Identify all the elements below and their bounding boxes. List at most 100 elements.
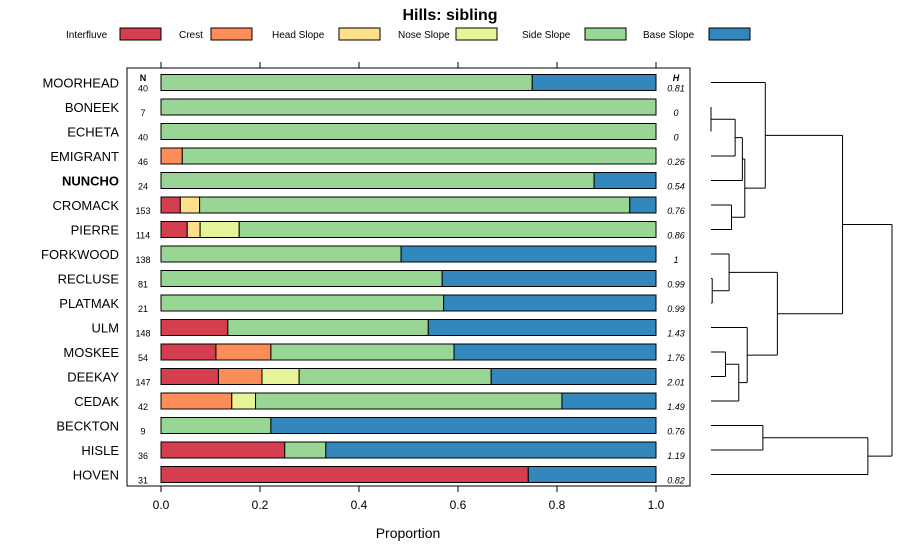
bar-segment-side-slope: [160, 172, 595, 189]
n-value: 40: [138, 133, 148, 143]
h-value: 0.54: [667, 182, 685, 192]
bar-segment-head-slope: [179, 196, 201, 214]
bar-segment-side-slope: [160, 74, 533, 91]
legend-swatch-interfluve: [119, 27, 162, 41]
row-label-moskee: MOSKEE: [63, 345, 119, 360]
bar-segment-crest: [160, 392, 233, 410]
dendrogram: [710, 82, 893, 475]
row-label-cromack: CROMACK: [53, 198, 120, 213]
row-label-forkwood: FORKWOOD: [41, 247, 119, 262]
plot-frame: [126, 67, 691, 487]
bar-segment-side-slope: [284, 441, 327, 459]
legend-label-head-slope: Head Slope: [272, 30, 325, 41]
h-value: 1.19: [667, 451, 685, 461]
row-label-boneek: BONEEK: [65, 100, 120, 115]
row-label-recluse: RECLUSE: [58, 272, 120, 287]
h-value: 0: [673, 108, 678, 118]
h-value: 1.76: [667, 353, 685, 363]
x-tick-label: 0.6: [450, 498, 467, 512]
bar-segment-side-slope: [160, 417, 272, 434]
bar-segment-side-slope: [160, 123, 657, 140]
row-label-beckton: BECKTON: [56, 419, 119, 434]
bar-segment-base-slope: [593, 172, 657, 189]
row-label-platmak: PLATMAK: [59, 296, 119, 311]
plot-area: N H: [126, 67, 691, 487]
x-axis-label: Proportion: [376, 525, 441, 541]
bar-segment-head-slope: [186, 221, 201, 238]
bar-segment-base-slope: [443, 294, 657, 312]
x-tick-label: 0.2: [252, 498, 269, 512]
bar-segment-side-slope: [255, 392, 563, 410]
bar-rows: MOORHEAD 40 0.81 BONEEK 7 0 ECHETA 40 0 EMIGRANT 4…: [41, 74, 685, 486]
bar-segment-interfluve: [160, 319, 229, 336]
h-value: 0.99: [667, 304, 685, 314]
bar-segment-side-slope: [238, 221, 657, 238]
h-value: 1.49: [667, 402, 685, 412]
bar-segment-nose-slope: [199, 221, 240, 238]
n-value: 40: [138, 84, 148, 94]
n-value: 81: [138, 280, 148, 290]
row-label-hoven: HOVEN: [73, 468, 119, 483]
h-value: 0.86: [667, 231, 685, 241]
bar-segment-base-slope: [490, 368, 657, 385]
n-value: 46: [138, 157, 148, 167]
n-value: 9: [140, 427, 145, 437]
n-value: 24: [138, 182, 148, 192]
bar-segment-nose-slope: [231, 392, 257, 410]
h-header: H: [673, 73, 680, 83]
bar-segment-crest: [215, 343, 272, 361]
bar-segment-side-slope: [160, 270, 443, 287]
bar-segment-crest: [160, 147, 183, 165]
n-value: 36: [138, 451, 148, 461]
bar-segment-base-slope: [531, 74, 657, 91]
bar-segment-base-slope: [400, 245, 657, 263]
h-value: 0.99: [667, 280, 685, 290]
legend-label-interfluve: Interfluve: [66, 30, 108, 41]
bar-segment-interfluve: [160, 343, 217, 361]
h-value: 0.26: [667, 157, 685, 167]
h-value: 2.01: [666, 378, 685, 388]
legend-label-nose-slope: Nose Slope: [398, 30, 450, 41]
n-value: 147: [135, 378, 150, 388]
n-value: 7: [140, 108, 145, 118]
legend-swatch-base-slope: [708, 27, 751, 41]
legend-swatch-nose-slope: [455, 27, 498, 41]
bar-segment-base-slope: [629, 196, 657, 214]
legend-label-crest: Crest: [179, 30, 203, 41]
n-value: 138: [135, 255, 150, 265]
h-value: 0.76: [667, 427, 685, 437]
bar-segment-side-slope: [298, 368, 492, 385]
h-value: 1.43: [667, 329, 685, 339]
legend-swatch-head-slope: [338, 27, 381, 41]
n-value: 21: [138, 304, 148, 314]
x-axis: 0.0 0.2 0.4 0.6 0.8 1.0: [153, 62, 665, 512]
n-value: 42: [138, 402, 148, 412]
bar-segment-crest: [217, 368, 263, 385]
legend-label-base-slope: Base Slope: [643, 30, 695, 41]
bar-segment-base-slope: [325, 441, 657, 459]
row-label-cedak: CEDAK: [74, 394, 119, 409]
bar-segment-side-slope: [199, 196, 631, 214]
row-label-hisle: HISLE: [81, 443, 119, 458]
bar-segment-side-slope: [227, 319, 429, 336]
bar-segment-nose-slope: [261, 368, 300, 385]
x-tick-label: 1.0: [648, 498, 665, 512]
bar-segment-interfluve: [160, 196, 181, 214]
n-header: N: [140, 73, 147, 83]
h-value: 1: [673, 255, 678, 265]
bar-segment-base-slope: [270, 417, 657, 434]
n-value: 54: [138, 353, 148, 363]
legend-swatch-crest: [210, 27, 253, 41]
bar-segment-base-slope: [561, 392, 657, 410]
bar-segment-base-slope: [441, 270, 657, 287]
bar-segment-side-slope: [160, 245, 402, 263]
chart-title: Hills: sibling: [402, 7, 497, 24]
bar-segment-base-slope: [427, 319, 657, 336]
legend: Interfluve Crest Head Slope Nose Slope Side …: [66, 27, 751, 41]
row-label-pierre: PIERRE: [71, 223, 120, 238]
x-tick-label: 0.8: [549, 498, 566, 512]
n-value: 114: [136, 231, 150, 241]
h-value: 0: [673, 133, 678, 143]
h-value: 0.82: [667, 476, 685, 486]
